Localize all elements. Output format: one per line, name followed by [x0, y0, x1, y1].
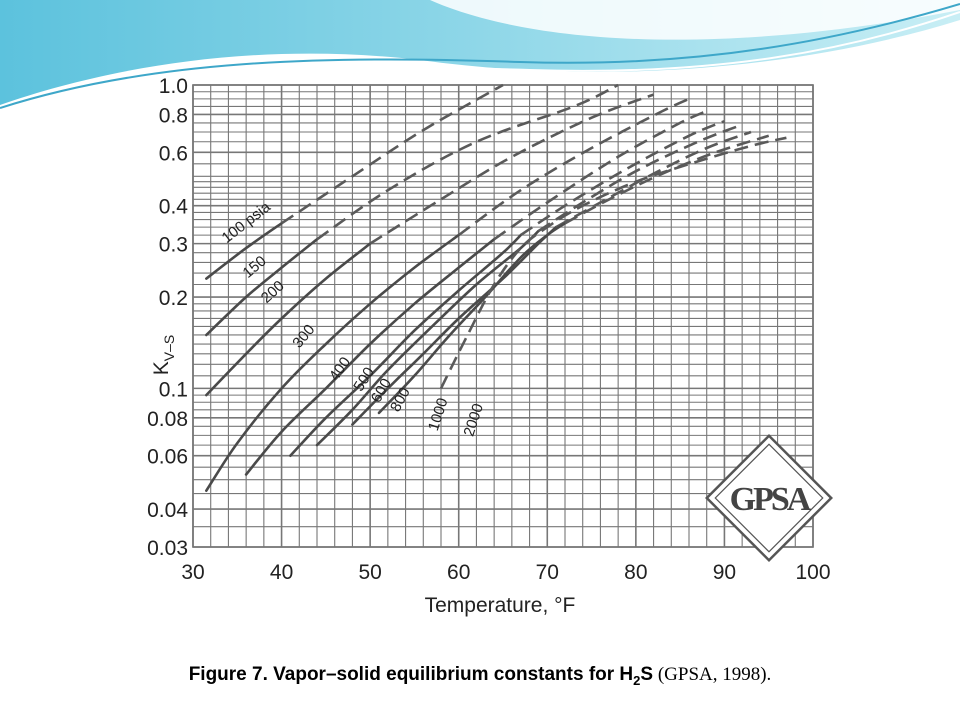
curve-solid-300 [205, 233, 460, 492]
x-tick-label: 100 [795, 561, 830, 584]
y-tick-label: 0.2 [159, 287, 188, 310]
curve-label: 300 [289, 321, 318, 351]
figure-caption: Figure 7. Vapor–solid equilibrium consta… [0, 664, 960, 688]
curve-label: 400 [326, 354, 354, 384]
y-axis-title: KV–S [150, 335, 177, 375]
y-tick-label: 0.6 [159, 142, 188, 165]
header-banner [0, 0, 960, 113]
curve-solid-600 [315, 229, 540, 447]
y-tick-label: 0.03 [147, 537, 188, 560]
curve-solid-200 [205, 242, 372, 397]
x-tick-label: 40 [270, 561, 293, 584]
caption-main: Figure 7. Vapor–solid equilibrium consta… [188, 664, 654, 688]
curve-solid-100-psia [205, 222, 283, 280]
y-tick-label: 0.4 [159, 196, 189, 219]
y-tick-label: 1.0 [159, 75, 188, 98]
gpsa-logo: GPSA [705, 434, 833, 562]
curve-label: 2000 [460, 402, 486, 439]
curve-dashed-150 [316, 83, 619, 241]
x-tick-label: 70 [536, 561, 559, 584]
curve-dashed-2000 [439, 136, 787, 389]
y-tick-label: 0.04 [147, 499, 188, 522]
x-tick-labels: 30 40 50 60 70 80 90 100 [181, 561, 830, 584]
curve-dashed-600 [537, 123, 743, 233]
curve-dashed-300 [457, 97, 690, 237]
curve-solid-1000 [377, 222, 567, 415]
chart-curves [205, 83, 787, 492]
curve-dashed-100-psia [280, 83, 504, 225]
y-tick-label: 0.3 [159, 234, 188, 257]
curve-solid-400 [244, 238, 496, 476]
curve-solid-500 [289, 233, 522, 457]
curve-label: 150 [240, 253, 270, 282]
gpsa-logo-text: GPSA [730, 481, 812, 518]
x-tick-label: 90 [713, 561, 736, 584]
y-tick-label: 0.08 [147, 408, 188, 431]
curve-dashed-500 [519, 119, 725, 237]
x-tick-label: 60 [447, 561, 470, 584]
y-tick-labels: 0.03 0.04 0.06 0.08 0.1 0.2 0.3 0.4 0.6 0.8 1.0 [147, 75, 188, 560]
x-axis-title: Temperature, °F [425, 594, 576, 617]
curve-dashed-200 [369, 93, 655, 245]
y-tick-label: 0.1 [159, 378, 188, 401]
x-tick-label: 30 [181, 561, 204, 584]
curve-solid-150 [205, 238, 319, 337]
y-tick-label: 0.06 [147, 446, 188, 469]
curve-dashed-400 [493, 109, 708, 241]
x-tick-label: 80 [624, 561, 647, 584]
x-tick-label: 50 [358, 561, 381, 584]
y-tick-label: 0.8 [159, 104, 188, 127]
caption-citation: (GPSA, 1998). [653, 664, 772, 685]
curve-label: 1000 [425, 396, 451, 433]
